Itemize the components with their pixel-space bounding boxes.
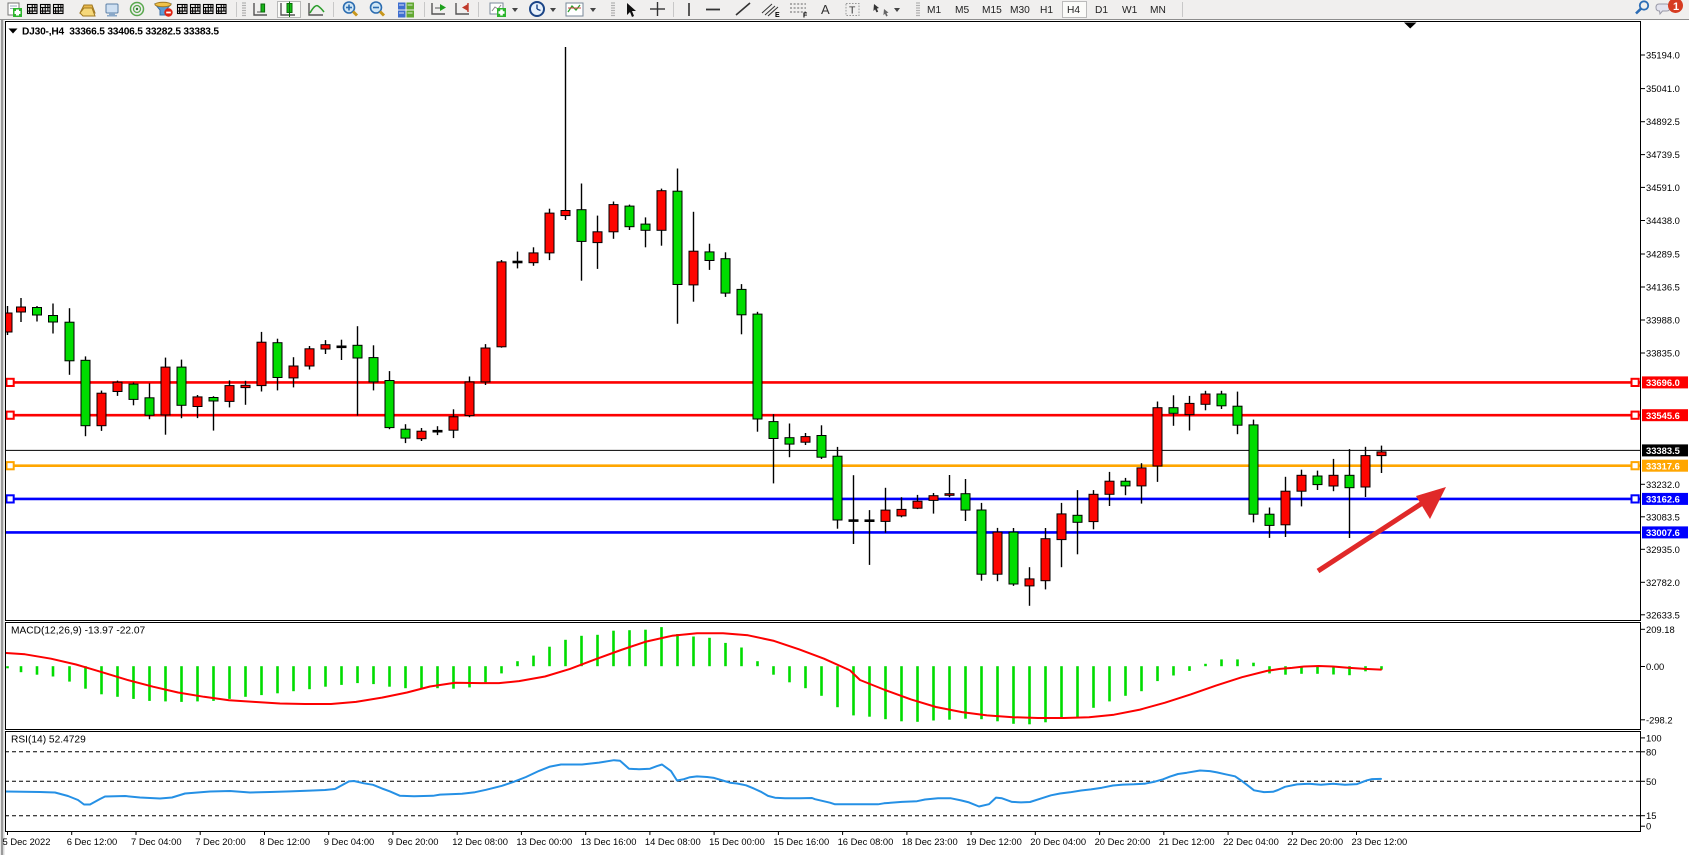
svg-text:16 Dec 08:00: 16 Dec 08:00 <box>838 836 894 847</box>
svg-text:14 Dec 08:00: 14 Dec 08:00 <box>645 836 701 847</box>
svg-text:100: 100 <box>1646 732 1662 743</box>
svg-text:34739.5: 34739.5 <box>1646 149 1680 160</box>
svg-text:19 Dec 12:00: 19 Dec 12:00 <box>966 836 1022 847</box>
svg-text:34438.0: 34438.0 <box>1646 215 1680 226</box>
svg-text:80: 80 <box>1646 746 1656 757</box>
svg-text:MN: MN <box>1150 5 1166 16</box>
svg-text:0.00: 0.00 <box>1646 661 1664 672</box>
svg-text:33083.5: 33083.5 <box>1646 511 1680 522</box>
svg-text:33162.6: 33162.6 <box>1646 494 1680 505</box>
svg-text:F: F <box>803 13 808 20</box>
svg-text:8 Dec 12:00: 8 Dec 12:00 <box>260 836 311 847</box>
svg-text:M5: M5 <box>955 5 969 16</box>
svg-text:20 Dec 20:00: 20 Dec 20:00 <box>1095 836 1151 847</box>
svg-text:7 Dec 20:00: 7 Dec 20:00 <box>195 836 246 847</box>
svg-text:34289.5: 34289.5 <box>1646 249 1680 260</box>
svg-text:15 Dec 00:00: 15 Dec 00:00 <box>709 836 765 847</box>
svg-text:34892.5: 34892.5 <box>1646 116 1680 127</box>
svg-text:32633.5: 32633.5 <box>1646 609 1680 620</box>
svg-text:15 Dec 16:00: 15 Dec 16:00 <box>773 836 829 847</box>
svg-text:6 Dec 12:00: 6 Dec 12:00 <box>67 836 118 847</box>
svg-text:0: 0 <box>1646 821 1651 832</box>
svg-text:33696.0: 33696.0 <box>1646 377 1680 388</box>
svg-text:5 Dec 2022: 5 Dec 2022 <box>3 836 51 847</box>
svg-text:34591.0: 34591.0 <box>1646 182 1680 193</box>
svg-text:33835.0: 33835.0 <box>1646 348 1680 359</box>
svg-text:50: 50 <box>1646 776 1656 787</box>
svg-text:9 Dec 20:00: 9 Dec 20:00 <box>388 836 439 847</box>
svg-text:12 Dec 08:00: 12 Dec 08:00 <box>452 836 508 847</box>
svg-text:H1: H1 <box>1040 5 1053 16</box>
svg-text:-298.2: -298.2 <box>1646 714 1673 725</box>
svg-text:T: T <box>849 5 856 17</box>
svg-text:9 Dec 04:00: 9 Dec 04:00 <box>324 836 375 847</box>
svg-text:15: 15 <box>1646 810 1656 821</box>
svg-text:21 Dec 12:00: 21 Dec 12:00 <box>1159 836 1215 847</box>
svg-text:MACD(12,26,9) -13.97 -22.07: MACD(12,26,9) -13.97 -22.07 <box>11 626 146 637</box>
svg-text:H4: H4 <box>1067 5 1080 16</box>
svg-text:22 Dec 04:00: 22 Dec 04:00 <box>1223 836 1279 847</box>
svg-text:13 Dec 00:00: 13 Dec 00:00 <box>516 836 572 847</box>
svg-text:18 Dec 23:00: 18 Dec 23:00 <box>902 836 958 847</box>
svg-text:DJ30-,H4 33366.5 33406.5 3328: DJ30-,H4 33366.5 33406.5 33282.5 33383.5 <box>22 27 219 38</box>
svg-text:33383.5: 33383.5 <box>1646 445 1680 456</box>
svg-text:W1: W1 <box>1122 5 1138 16</box>
svg-text:32782.0: 32782.0 <box>1646 577 1680 588</box>
svg-text:33988.0: 33988.0 <box>1646 315 1680 326</box>
svg-text:22 Dec 20:00: 22 Dec 20:00 <box>1287 836 1343 847</box>
svg-text:23 Dec 12:00: 23 Dec 12:00 <box>1352 836 1408 847</box>
svg-text:D1: D1 <box>1095 5 1108 16</box>
svg-text:33545.6: 33545.6 <box>1646 410 1680 421</box>
svg-text:1: 1 <box>1673 1 1679 13</box>
svg-text:7 Dec 04:00: 7 Dec 04:00 <box>131 836 182 847</box>
svg-text:35041.0: 35041.0 <box>1646 83 1680 94</box>
svg-text:RSI(14) 52.4729: RSI(14) 52.4729 <box>11 735 86 746</box>
svg-text:33232.0: 33232.0 <box>1646 479 1680 490</box>
svg-text:35194.0: 35194.0 <box>1646 50 1680 61</box>
svg-text:32935.0: 32935.0 <box>1646 544 1680 555</box>
svg-text:34136.5: 34136.5 <box>1646 282 1680 293</box>
svg-text:M15: M15 <box>982 5 1002 16</box>
svg-text:13 Dec 16:00: 13 Dec 16:00 <box>581 836 637 847</box>
svg-text:209.18: 209.18 <box>1646 624 1675 635</box>
svg-text:M30: M30 <box>1010 5 1030 16</box>
svg-text:A: A <box>821 2 830 17</box>
svg-text:33317.6: 33317.6 <box>1646 461 1680 472</box>
svg-text:E: E <box>775 12 780 19</box>
svg-text:33007.6: 33007.6 <box>1646 527 1680 538</box>
svg-text:20 Dec 04:00: 20 Dec 04:00 <box>1030 836 1086 847</box>
svg-text:M1: M1 <box>927 5 941 16</box>
